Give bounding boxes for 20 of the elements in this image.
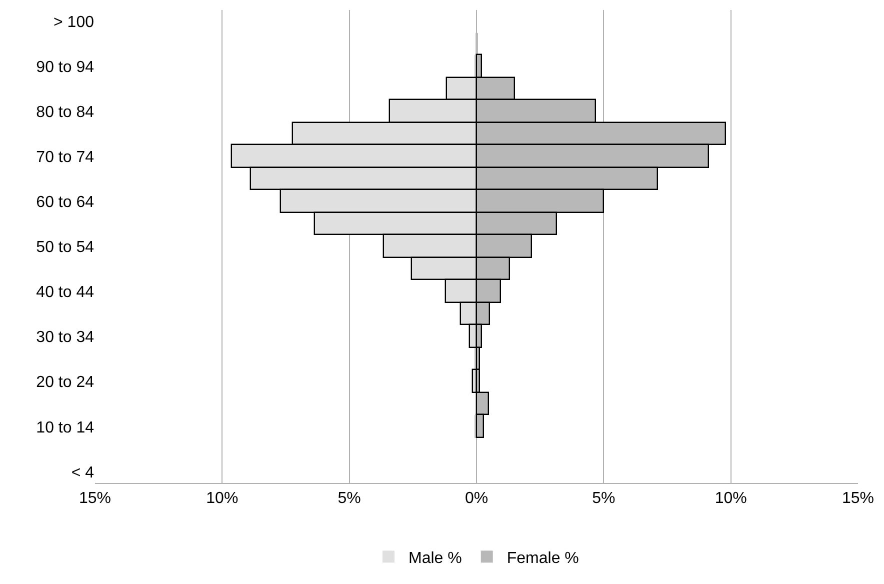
y-tick-label: 10 to 14 — [36, 419, 94, 436]
x-tick-label: 10% — [714, 490, 747, 508]
x-tick-label: 15% — [842, 490, 874, 508]
y-tick-label: 50 to 54 — [36, 239, 94, 256]
y-tick-label: 90 to 94 — [36, 58, 94, 76]
y-tick-label: < 4 — [71, 464, 94, 482]
y-tick-label: 60 to 64 — [36, 194, 94, 212]
x-tick-label: 5% — [592, 490, 616, 508]
y-tick-label: 20 to 24 — [36, 374, 94, 392]
legend-label: Male % — [408, 550, 462, 567]
y-tick-label: 40 to 44 — [36, 284, 94, 302]
y-tick-label: 80 to 84 — [36, 104, 94, 121]
y-tick-label: 70 to 74 — [36, 149, 94, 166]
x-tick-label: 5% — [338, 490, 361, 508]
x-tick-label: 15% — [78, 490, 112, 508]
legend-label: Female % — [506, 550, 579, 567]
y-tick-label: > 100 — [54, 14, 94, 31]
x-tick-label: 0% — [464, 490, 488, 508]
y-tick-label: 30 to 34 — [36, 329, 94, 346]
x-tick-label: 10% — [206, 490, 238, 508]
